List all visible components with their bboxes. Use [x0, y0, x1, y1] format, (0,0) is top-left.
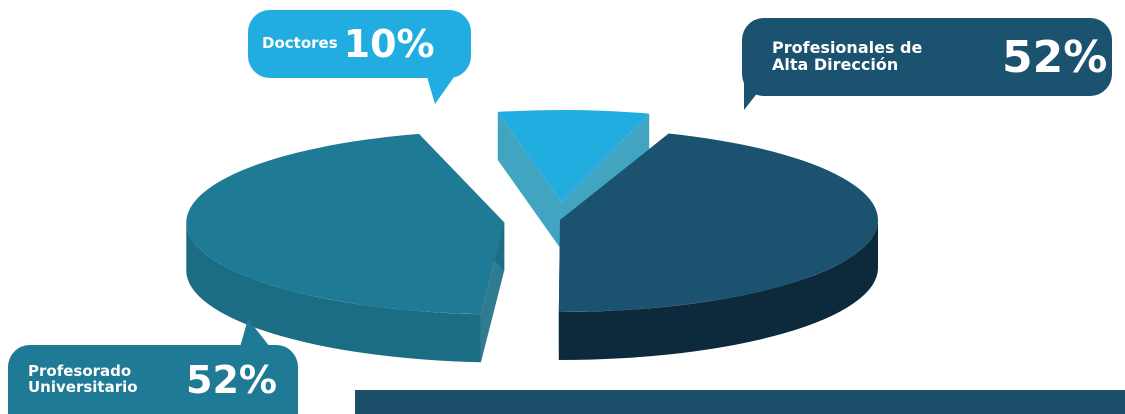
- pie-slice-0: [558, 133, 879, 312]
- footer-bar: [355, 390, 1125, 414]
- callout-profesionales-line2: Alta Dirección: [772, 55, 899, 74]
- callout-profesionales-label: Profesionales de Alta Dirección: [772, 38, 992, 74]
- callout-profesionales-pointer: [744, 82, 772, 110]
- callout-profesorado-label: Profesorado Universitario: [28, 361, 178, 396]
- callout-profesionales-line1: Profesionales de: [772, 38, 923, 58]
- callout-doctores-label: Doctores: [262, 34, 338, 53]
- pie-slice-2: [497, 110, 650, 203]
- pie-slice-cut: [497, 111, 562, 251]
- callout-doctores-value: 10%: [343, 22, 435, 66]
- pie-slice-wall: [558, 220, 878, 361]
- callout-profesionales: Profesionales de Alta Dirección 52%: [742, 18, 1112, 96]
- callout-profesorado-line1: Profesorado: [28, 361, 132, 380]
- callout-profesionales-value: 52%: [1002, 31, 1108, 83]
- callout-profesorado-value: 52%: [186, 357, 277, 402]
- callout-profesorado-pointer: [240, 319, 270, 347]
- pie-slice-1: [186, 133, 505, 315]
- callout-profesorado-line2: Universitario: [28, 377, 138, 396]
- callout-doctores: Doctores 10%: [248, 10, 471, 78]
- callout-profesorado: Profesorado Universitario 52%: [8, 345, 298, 414]
- callout-doctores-pointer: [425, 70, 459, 104]
